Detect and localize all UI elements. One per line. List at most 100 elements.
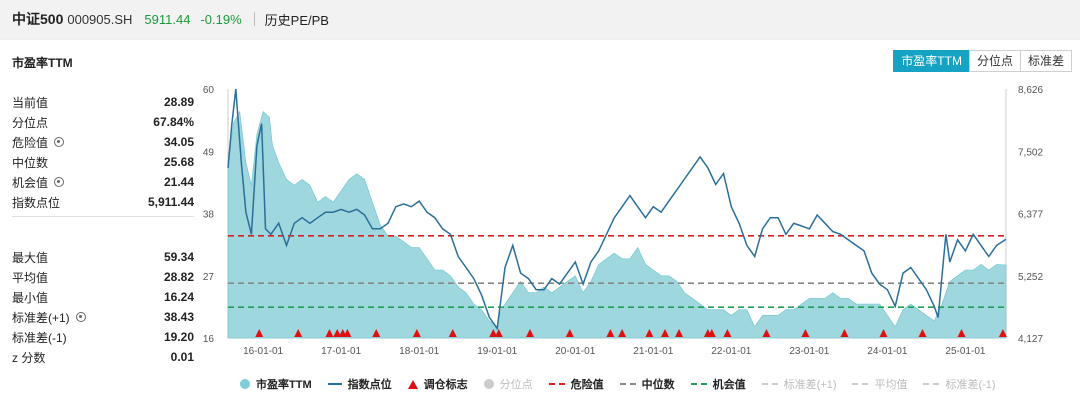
stat-label-text: 中位数 [12,155,49,170]
y-left-tick-label: 60 [203,85,215,96]
dash-icon [761,383,778,385]
stat-value: 34.05 [163,135,194,149]
y-left-tick-label: 16 [203,334,215,345]
stat-label-text: 机会值 [12,175,49,190]
index-price: 5911.44 [144,11,191,27]
stat-value: 19.20 [163,330,194,344]
rebalance-marker [879,329,888,337]
stat-label-text: 平均值 [12,270,49,285]
valuation-panel: 市盈率TTM 市盈率TTM 分位点 标准差 当前值 28.89 分位点 67.84% 危… [0,40,1080,409]
stats-panel: 当前值 28.89 分位点 67.84% 危险值 34.05 中位数 25.68 机会值 21.4… [12,92,194,367]
stat-label-text: 标准差(+1) [12,310,70,325]
legend-item[interactable]: 分位点 [483,376,533,392]
rebalance-marker [525,329,534,337]
x-tick-label: 16-01-01 [243,346,283,357]
index-line [227,88,1007,331]
legend-label: 标准差(-1) [945,379,996,391]
stat-value: 38.43 [163,310,194,324]
stat-label: 标准差(-1) [12,329,67,346]
top-bar: 中证500 000905.SH 5911.44 -0.19% 历史PE/PB [0,0,1080,38]
stat-label: 中位数 [12,154,48,171]
dash-icon [923,383,940,385]
x-tick-label: 20-01-01 [555,346,595,357]
stat-label-text: 最大值 [12,250,49,265]
pe-index-chart: 60 49 38 27 16 8,626 7,502 6,377 5,252 4,127 16-01… [203,85,1044,357]
rebalance-marker [494,329,503,337]
rebalance-marker [489,329,498,337]
stat-row: 最小值 16.24 [12,287,194,307]
legend-item[interactable]: 指数点位 [327,376,392,392]
stat-label: 机会值 [12,174,65,191]
rebalance-marker [325,329,334,337]
legend-label: 平均值 [874,379,908,391]
tab-std-dev[interactable]: 标准差 [1019,50,1072,72]
divider [253,12,255,26]
y-right-tick-label: 7,502 [1018,147,1043,158]
rebalance-marker [255,329,264,337]
stat-row: 当前值 28.89 [12,92,194,112]
dash-icon [619,383,636,385]
tab-percentile[interactable]: 分位点 [968,50,1021,72]
stat-label: z 分数 [12,349,45,366]
legend-item[interactable]: 中位数 [619,376,675,392]
metric-tabs: 市盈率TTM 分位点 标准差 [893,50,1072,72]
legend-item[interactable]: 调仓标志 [407,376,468,392]
stat-row: 危险值 34.05 [12,132,194,152]
y-left-tick-label: 49 [203,147,215,158]
stats-top-group: 当前值 28.89 分位点 67.84% 危险值 34.05 中位数 25.68 机会值 21.4… [12,92,194,212]
rebalance-marker [333,329,342,337]
stat-row: 平均值 28.82 [12,267,194,287]
dot-icon [240,379,250,389]
stat-label-text: 分位点 [12,115,49,130]
rebalance-marker [840,329,849,337]
x-tick-label: 24-01-01 [867,346,907,357]
gear-icon[interactable] [54,137,65,147]
gear-icon[interactable] [54,177,65,187]
legend-label: 机会值 [712,379,746,391]
rebalance-marker [294,329,303,337]
dash-icon [690,383,707,385]
x-tick-label: 23-01-01 [789,346,829,357]
legend-item[interactable]: 危险值 [548,376,604,392]
legend-label: 调仓标志 [423,379,468,391]
legend-label: 中位数 [641,379,675,391]
stat-row: 标准差(+1) 38.43 [12,307,194,327]
x-tick-label: 21-01-01 [633,346,673,357]
stat-label-text: 当前值 [12,95,49,110]
index-change: -0.19% [200,11,242,27]
stat-value: 16.24 [163,290,194,304]
rebalance-marker [565,329,574,337]
pe-ttm-area [227,110,1007,339]
stat-row: 中位数 25.68 [12,152,194,172]
rebalance-marker [957,329,966,337]
gear-icon[interactable] [75,312,86,322]
stat-label-text: 标准差(-1) [12,330,67,345]
stats-bottom-group: 最大值 59.34 平均值 28.82 最小值 16.24 标准差(+1) 38.43 标准差(… [12,247,194,367]
legend-item[interactable]: 标准差(-1) [923,376,996,392]
history-pe-pb-link[interactable]: 历史PE/PB [264,12,329,28]
chart-legend: 市盈率TTM 指数点位 调仓标志 分位点 危险值 中位数 机会值 标准差(+1) 平均值 标准差(… [240,376,1012,392]
x-tick-label: 22-01-01 [711,346,751,357]
rebalance-marker [801,329,810,337]
stat-value: 59.34 [163,250,194,264]
dash-icon [852,383,869,385]
rebalance-marker [707,329,716,337]
legend-item[interactable]: 标准差(+1) [761,376,837,392]
legend-label: 市盈率TTM [256,379,312,391]
y-right-tick-label: 5,252 [1018,272,1043,283]
panel-title: 市盈率TTM [12,56,73,70]
rebalance-marker [762,329,771,337]
legend-item[interactable]: 平均值 [852,376,907,392]
legend-item[interactable]: 机会值 [690,376,746,392]
rebalance-marker [606,329,615,337]
stat-row: 标准差(-1) 19.20 [12,327,194,347]
tab-pe-ttm[interactable]: 市盈率TTM [893,50,970,72]
stat-value: 28.82 [163,270,194,284]
rebalance-marker [343,329,352,337]
rebalance-marker [675,329,684,337]
rebalance-marker [645,329,654,337]
legend-item[interactable]: 市盈率TTM [240,376,312,392]
stat-label-text: 危险值 [12,135,49,150]
legend-label: 标准差(+1) [783,379,837,391]
y-right-tick-label: 6,377 [1018,210,1043,221]
